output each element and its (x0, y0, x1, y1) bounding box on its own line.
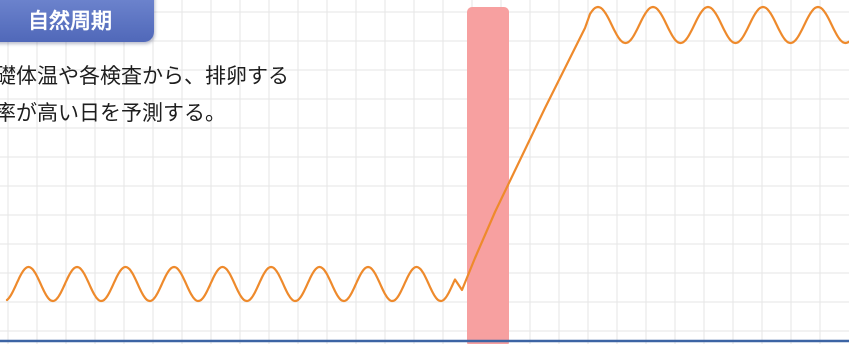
description-text: 礎体温や各検査から、排卵する 率が高い日を予測する。 (0, 58, 289, 132)
basal-temperature-curve (5, 5, 849, 303)
ovulation-band (467, 7, 509, 344)
title-badge: 自然周期 (0, 0, 154, 42)
page-title: 自然周期 (28, 9, 112, 33)
description-line-2: 率が高い日を予測する。 (0, 101, 226, 125)
description-line-1: 礎体温や各検査から、排卵する (0, 64, 289, 88)
